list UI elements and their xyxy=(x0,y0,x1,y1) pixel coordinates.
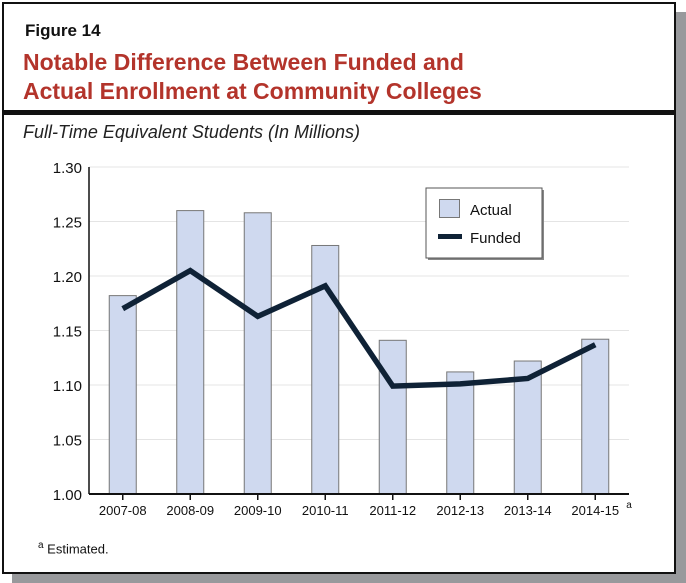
y-tick-label: 1.30 xyxy=(53,160,82,177)
x-tick-label: 2009-10 xyxy=(234,503,282,518)
bar-actual xyxy=(513,360,542,495)
bar-actual xyxy=(176,210,205,495)
x-tick-superscript: a xyxy=(626,500,632,511)
bar-actual xyxy=(378,339,407,495)
chart-subtitle: Full-Time Equivalent Students (In Millio… xyxy=(23,122,360,142)
header-divider xyxy=(4,110,674,115)
legend-label-funded: Funded xyxy=(470,230,521,247)
x-tick-label: 2007-08 xyxy=(99,503,147,518)
bar-actual xyxy=(581,338,610,495)
line-funded xyxy=(121,267,597,389)
x-tick-label: 2012-13 xyxy=(436,503,484,518)
y-tick-label: 1.05 xyxy=(53,433,82,450)
y-tick-label: 1.10 xyxy=(53,378,82,395)
bar-actual xyxy=(446,371,475,495)
x-tick-label: 2011-12 xyxy=(369,503,416,518)
y-tick-label: 1.15 xyxy=(53,324,82,341)
x-tick-label: 2013-14 xyxy=(504,503,552,518)
title-line-2: Actual Enrollment at Community Colleges xyxy=(23,78,482,104)
bar-actual xyxy=(243,212,272,495)
legend-swatch-funded xyxy=(438,234,462,239)
title-line-1: Notable Difference Between Funded and xyxy=(23,49,464,75)
legend-label-actual: Actual xyxy=(470,202,512,219)
figure-title: Notable Difference Between Funded and Ac… xyxy=(23,48,482,106)
x-tick-label: 2014-15 xyxy=(571,503,619,518)
y-tick-label: 1.20 xyxy=(53,269,82,286)
legend-box xyxy=(425,187,543,259)
legend-swatch-actual xyxy=(439,199,460,218)
footnote-marker: a xyxy=(38,540,44,551)
bar-actual xyxy=(108,295,137,495)
footnote-text: Estimated. xyxy=(43,541,109,557)
x-tick-label: 2008-09 xyxy=(166,503,214,518)
figure-label: Figure 14 xyxy=(25,21,101,40)
y-tick-label: 1.00 xyxy=(53,487,82,504)
x-tick-label: 2010-11 xyxy=(302,503,349,518)
footnote: a Estimated. xyxy=(38,540,109,556)
bar-actual xyxy=(311,244,340,495)
y-tick-label: 1.25 xyxy=(53,215,82,232)
